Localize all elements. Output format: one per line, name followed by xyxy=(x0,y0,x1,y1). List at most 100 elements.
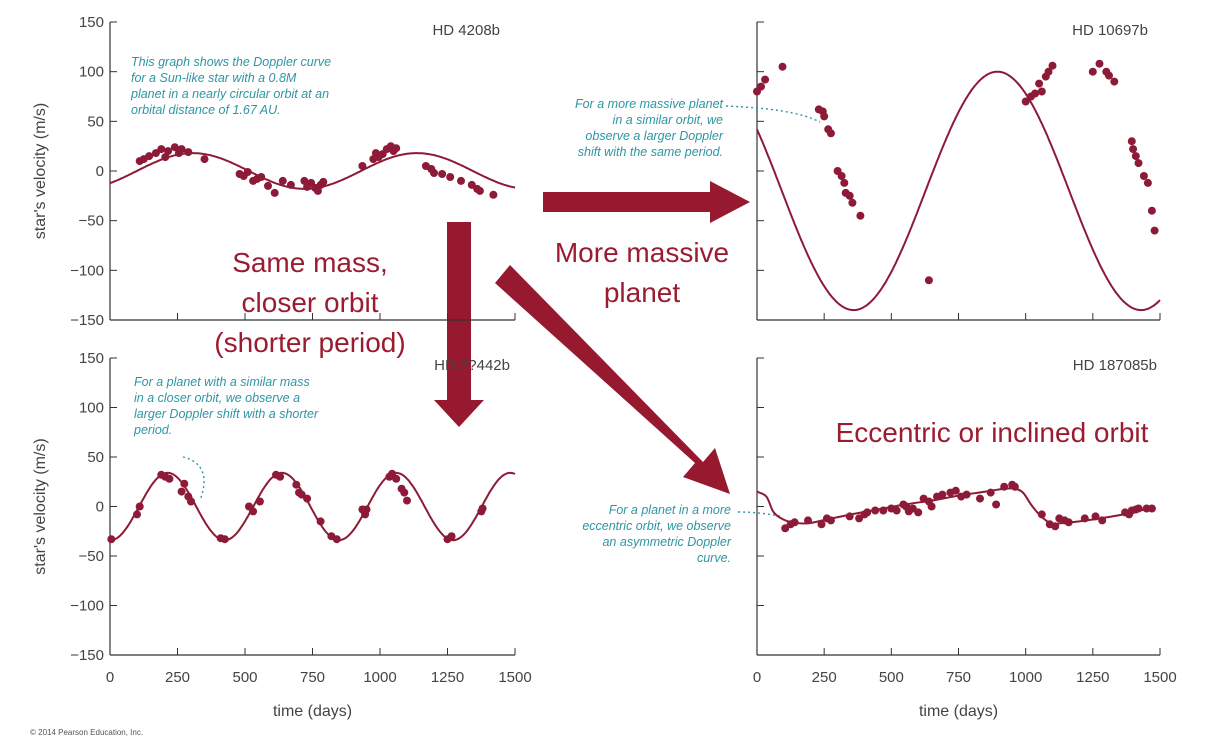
data-point xyxy=(879,506,888,515)
data-point xyxy=(133,510,141,519)
data-point xyxy=(804,516,812,525)
panel-title: HD 10697b xyxy=(1072,22,1148,39)
data-point xyxy=(1051,522,1060,531)
y-tick-label: 100 xyxy=(79,400,104,417)
panel-title: HD 187085b xyxy=(1073,357,1157,374)
data-point xyxy=(1091,512,1100,521)
x-tick-label: 0 xyxy=(106,669,114,686)
y-tick-label: 150 xyxy=(79,14,104,31)
panel-title: HD 2?442b xyxy=(434,357,510,374)
data-point xyxy=(249,507,258,516)
annotation-line: planet in a nearly circular orbit at an xyxy=(130,87,329,101)
data-point xyxy=(161,153,170,162)
data-point xyxy=(1147,504,1156,513)
data-point xyxy=(826,516,835,525)
y-tick-label: −100 xyxy=(70,598,104,615)
annotation-line: curve. xyxy=(697,551,731,565)
data-point xyxy=(892,506,901,515)
panel-title: HD 4208b xyxy=(432,22,500,39)
data-point xyxy=(863,508,872,517)
data-point xyxy=(276,472,285,481)
chart-panel-1: 150 100 50 0 −50 −100 −150 star's velocity (m/s… xyxy=(32,14,516,329)
data-point xyxy=(1044,67,1053,76)
x-tick-label: 1000 xyxy=(1009,669,1042,686)
y-tick-label: 0 xyxy=(96,163,104,180)
data-point xyxy=(292,480,301,489)
chart-panel-4: 0 250 500 750 1000 1250 1500 time (days) HD 1870… xyxy=(582,357,1176,720)
data-point xyxy=(1000,482,1009,491)
annotation-line: For a more massive planet xyxy=(575,97,724,111)
data-point xyxy=(286,180,295,189)
data-point xyxy=(278,176,287,185)
arrow-down xyxy=(434,222,484,427)
data-point xyxy=(914,508,923,517)
data-point xyxy=(1134,504,1143,513)
big-labels-layer: Same mass, closer orbit (shorter period) Mo… xyxy=(214,237,1148,448)
data-point xyxy=(1139,172,1148,180)
y-tick-label: −50 xyxy=(79,548,104,565)
data-point xyxy=(837,172,846,180)
data-point xyxy=(761,75,770,84)
data-point xyxy=(840,178,849,187)
annotation-line: an asymmetric Doppler xyxy=(602,535,731,549)
data-point xyxy=(300,176,309,185)
data-point xyxy=(1105,71,1113,80)
data-point xyxy=(478,504,487,513)
x-tick-label: 1500 xyxy=(1143,669,1176,686)
y-tick-label: 100 xyxy=(79,64,104,81)
annotation-leader xyxy=(182,456,205,501)
y-axis-title: star's velocity (m/s) xyxy=(32,438,49,574)
annotation-line: observe a larger Doppler xyxy=(585,129,723,143)
data-point xyxy=(157,145,166,154)
data-point xyxy=(362,505,371,514)
data-point xyxy=(430,169,438,177)
data-point xyxy=(243,168,252,176)
doppler-curve xyxy=(756,70,1161,312)
data-point xyxy=(447,532,456,541)
annotation-line: for a Sun-like star with a 0.8M xyxy=(131,71,297,85)
data-point xyxy=(845,191,854,200)
data-point xyxy=(757,82,765,91)
data-point xyxy=(1037,510,1046,519)
x-tick-label: 0 xyxy=(753,669,761,686)
data-point xyxy=(790,518,799,527)
x-tick-label: 500 xyxy=(879,669,904,686)
y-tick-label: −50 xyxy=(79,213,104,230)
x-tick-label: 1000 xyxy=(363,669,396,686)
big-label-2: More massive xyxy=(555,237,729,268)
data-point xyxy=(1110,77,1119,86)
data-point xyxy=(446,173,455,181)
y-tick-label: 50 xyxy=(87,113,104,130)
arrow-diagonal xyxy=(495,265,730,494)
data-point xyxy=(332,535,341,544)
data-point xyxy=(1131,152,1140,161)
data-point xyxy=(1037,87,1046,96)
x-tick-label: 500 xyxy=(232,669,257,686)
data-point xyxy=(107,535,116,544)
x-tick-label: 1250 xyxy=(1076,669,1109,686)
y-tick-label: 150 xyxy=(79,350,104,367)
data-point xyxy=(489,190,498,199)
data-point xyxy=(1048,61,1057,70)
annotation-line: For a planet in a more xyxy=(609,503,731,517)
data-point xyxy=(1129,145,1138,154)
data-point xyxy=(986,488,995,497)
data-point xyxy=(164,147,173,156)
data-point xyxy=(180,479,189,488)
data-point xyxy=(316,517,325,526)
data-point xyxy=(170,143,179,152)
data-point xyxy=(1098,516,1107,525)
data-point xyxy=(135,502,144,511)
doppler-curve xyxy=(110,471,516,542)
data-point xyxy=(255,497,264,506)
x-tick-label: 1500 xyxy=(498,669,531,686)
big-label-1: (shorter period) xyxy=(214,327,405,358)
annotation-line: shift with the same period. xyxy=(578,145,723,159)
annotation-line: For a planet with a similar mass xyxy=(134,375,310,389)
x-axis-title: time (days) xyxy=(919,703,998,720)
data-point xyxy=(177,145,186,154)
data-point xyxy=(270,188,279,197)
